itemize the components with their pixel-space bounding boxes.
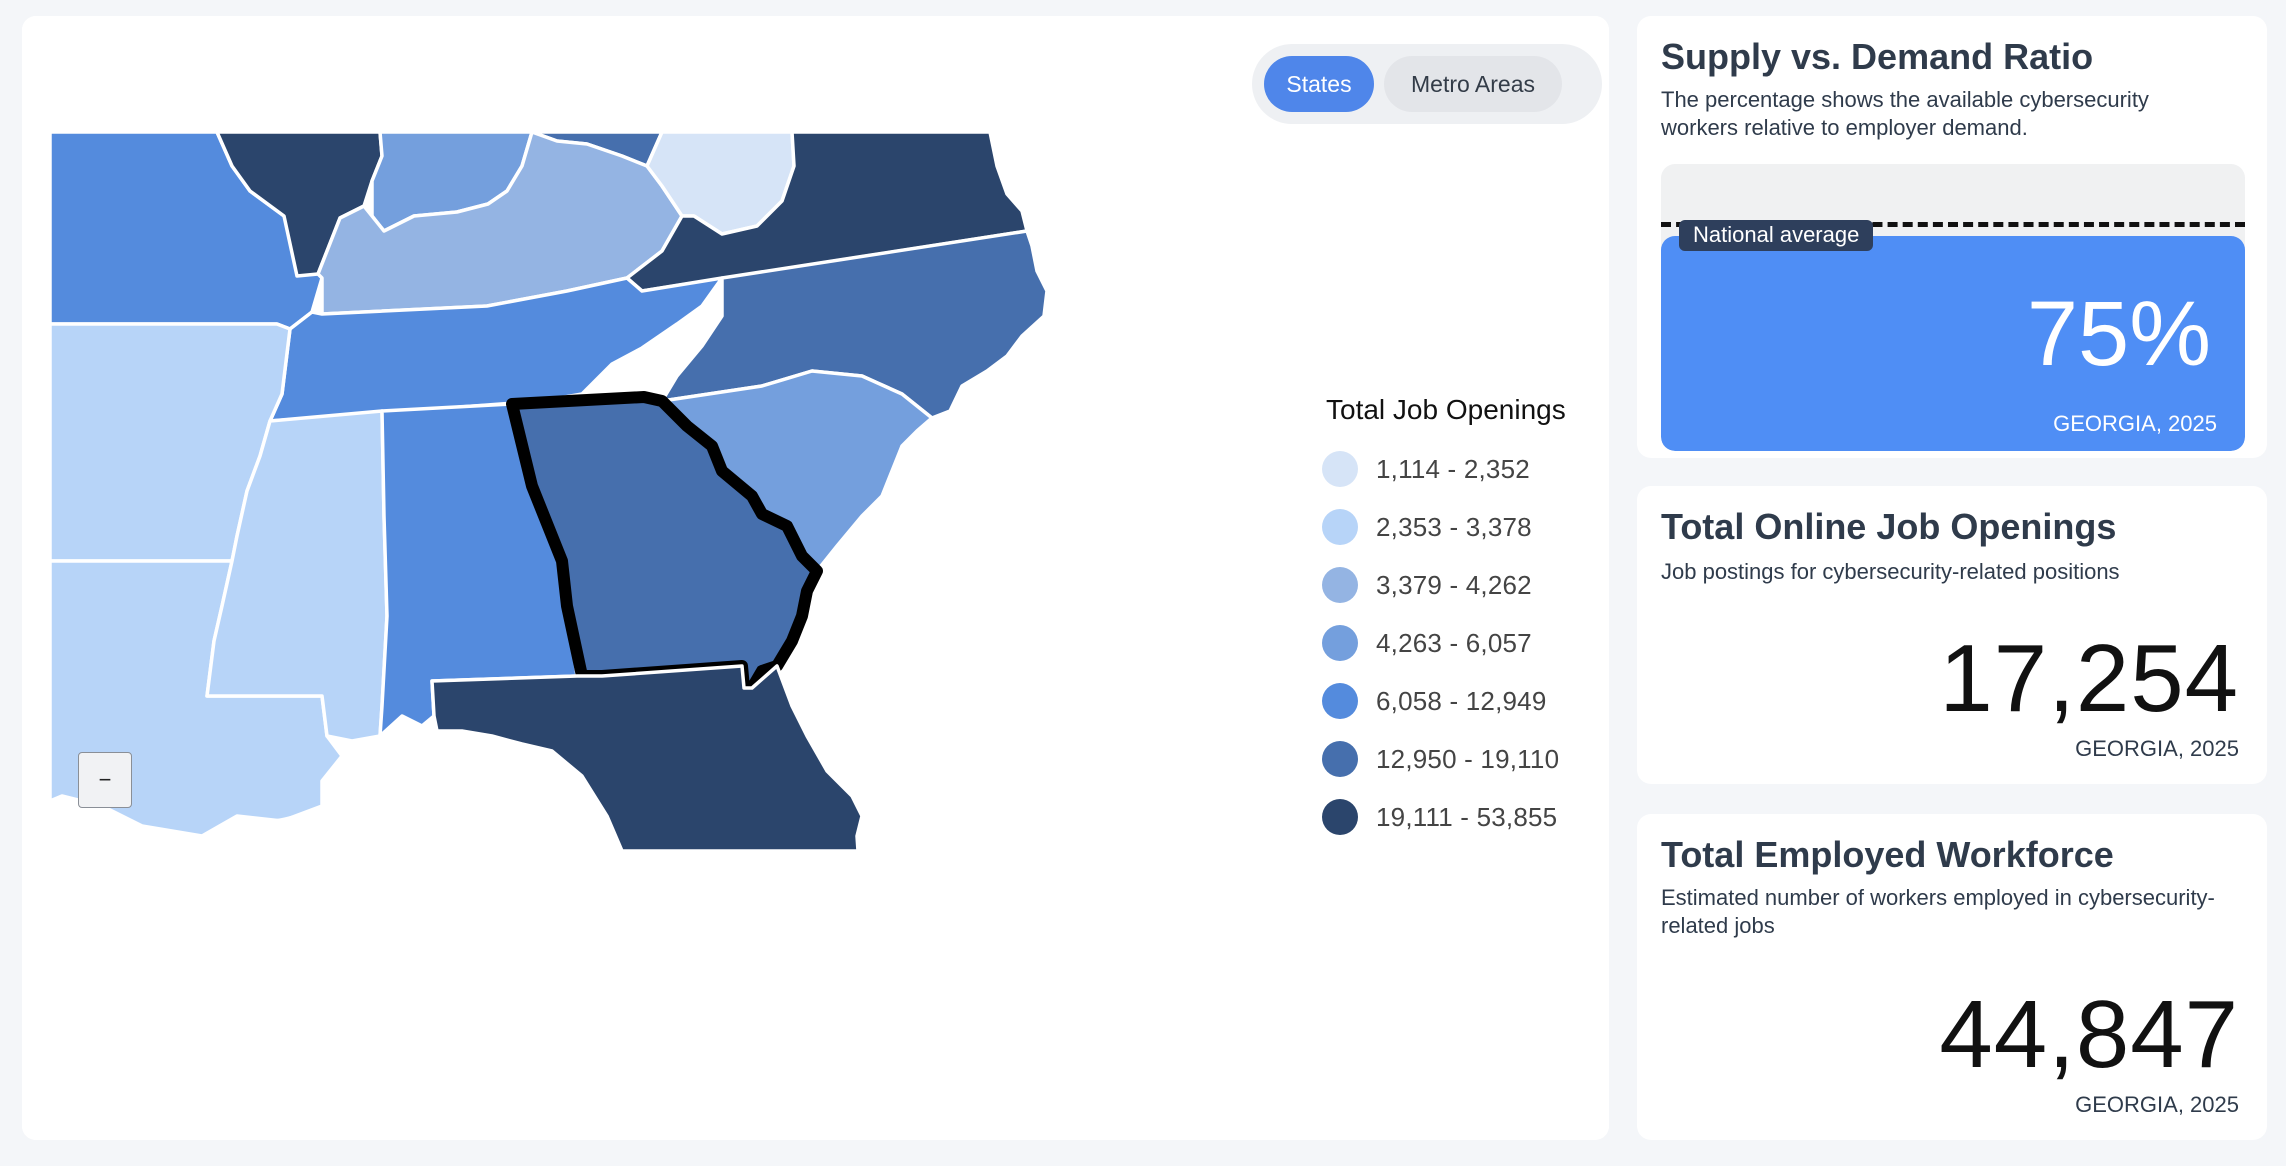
legend-swatch [1322, 451, 1358, 487]
workforce-caption: GEORGIA, 2025 [2075, 1092, 2239, 1117]
state-virginia[interactable] [625, 130, 1029, 293]
zoom-out-button[interactable]: − [78, 752, 132, 808]
job-openings-value: 17,254 [1939, 625, 2239, 732]
metro-areas-toggle-button[interactable]: Metro Areas [1384, 56, 1562, 112]
legend-label: 6,058 - 12,949 [1376, 685, 1547, 716]
state-florida[interactable] [430, 664, 864, 853]
map-panel: States Metro Areas − Total Job Openings … [22, 16, 1609, 1140]
card-description: Estimated number of workers employed in … [1661, 885, 2215, 938]
ratio-caption: GEORGIA, 2025 [2053, 411, 2217, 436]
legend-label: 1,114 - 2,352 [1376, 453, 1530, 484]
legend-swatch [1322, 625, 1358, 661]
supply-demand-card: Supply vs. Demand Ratio The percentage s… [1637, 16, 2267, 458]
states-toggle-button[interactable]: States [1264, 56, 1374, 112]
job-openings-card: Total Online Job Openings Job postings f… [1637, 486, 2267, 784]
legend-swatch [1322, 683, 1358, 719]
job-openings-caption: GEORGIA, 2025 [2075, 736, 2239, 761]
map-legend: Total Job Openings 1,114 - 2,352 2,353 -… [1322, 394, 1602, 846]
legend-label: 3,379 - 4,262 [1376, 569, 1532, 600]
workforce-card: Total Employed Workforce Estimated numbe… [1637, 814, 2267, 1140]
legend-item: 3,379 - 4,262 [1322, 556, 1602, 614]
card-description: The percentage shows the available cyber… [1661, 87, 2149, 140]
legend-swatch [1322, 741, 1358, 777]
workforce-value: 44,847 [1939, 981, 2239, 1088]
legend-label: 2,353 - 3,378 [1376, 511, 1532, 542]
state-north-carolina[interactable] [660, 229, 1049, 420]
national-average-tag: National average [1679, 220, 1874, 251]
card-title: Total Employed Workforce [1661, 834, 2114, 875]
legend-item: 12,950 - 19,110 [1322, 730, 1602, 788]
card-description: Job postings for cybersecurity-related p… [1661, 559, 2120, 584]
ratio-value: 75% [2026, 283, 2211, 385]
legend-item: 4,263 - 6,057 [1322, 614, 1602, 672]
legend-title: Total Job Openings [1326, 394, 1566, 425]
legend-swatch [1322, 799, 1358, 835]
choropleth-map[interactable] [22, 16, 1609, 1140]
card-title: Total Online Job Openings [1661, 506, 2117, 547]
national-average-line [1661, 222, 2245, 227]
legend-item: 2,353 - 3,378 [1322, 498, 1602, 556]
legend-label: 4,263 - 6,057 [1376, 627, 1532, 658]
legend-label: 12,950 - 19,110 [1376, 743, 1560, 774]
view-toggle: States Metro Areas [1252, 44, 1602, 124]
legend-item: 1,114 - 2,352 [1322, 440, 1602, 498]
legend-swatch [1322, 509, 1358, 545]
ratio-gauge: National average 75% GEORGIA, 2025 [1661, 164, 2245, 451]
card-title: Supply vs. Demand Ratio [1661, 36, 2094, 77]
legend-item: 19,111 - 53,855 [1322, 788, 1602, 846]
legend-swatch [1322, 567, 1358, 603]
legend-label: 19,111 - 53,855 [1376, 801, 1558, 832]
ratio-fill [1661, 236, 2245, 451]
legend-item: 6,058 - 12,949 [1322, 672, 1602, 730]
